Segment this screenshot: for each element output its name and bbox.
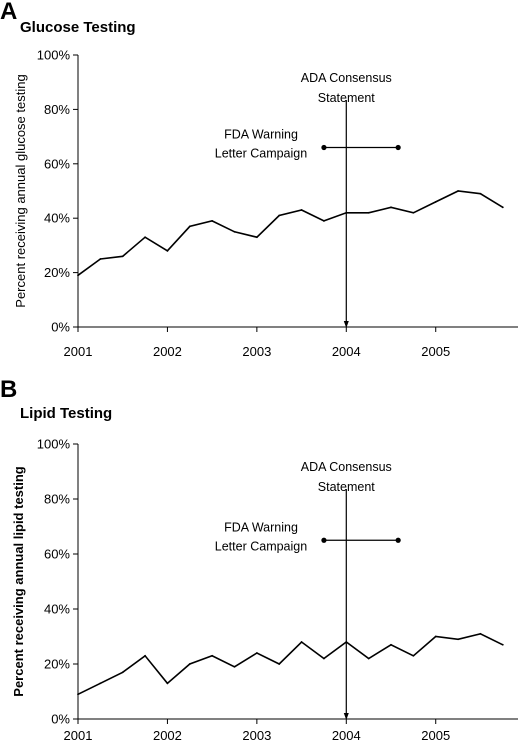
data-point (166, 682, 169, 685)
ada-arrow-head (343, 713, 349, 720)
data-point (144, 654, 146, 657)
x-tick-label: 2001 (64, 728, 93, 743)
data-point (300, 641, 303, 643)
data-point (457, 638, 459, 641)
x-tick-label: 2004 (332, 728, 361, 743)
data-point (300, 209, 303, 211)
data-point (390, 643, 392, 646)
fda-label-line: FDA Warning (224, 127, 298, 141)
data-point (255, 236, 258, 239)
ada-arrow-head (343, 321, 349, 328)
x-tick-label: 2002 (153, 728, 182, 743)
data-point (412, 211, 415, 214)
panel-title: Lipid Testing (20, 405, 113, 422)
glucose-chart: 0% 20% 40% 60% 80% 100% 2001 2002 2003 2004 2005 Pe… (13, 48, 518, 359)
data-point (211, 654, 214, 657)
data-point (188, 663, 191, 665)
data-point (188, 225, 191, 228)
y-axis-label: Percent receiving annual lipid testing (11, 466, 26, 697)
ada-label-line: ADA Consensus (301, 460, 392, 474)
x-tick-label: 2005 (421, 728, 450, 743)
data-point (99, 682, 102, 685)
data-point (233, 665, 236, 668)
data-point (233, 230, 236, 233)
fda-label-line: Letter Campaign (215, 146, 307, 160)
y-tick-label: 60% (44, 547, 70, 562)
data-point (99, 258, 102, 260)
x-tick-label: 2003 (242, 728, 271, 743)
x-tick-label: 2001 (64, 344, 93, 359)
fda-span-start (321, 537, 327, 543)
data-point (278, 663, 281, 665)
y-tick-label: 80% (44, 492, 70, 507)
fda-span-start (321, 144, 327, 151)
data-point (278, 214, 281, 217)
ada-label-line: Statement (318, 91, 376, 105)
y-tick-label: 60% (44, 156, 70, 171)
fda-span-end (395, 144, 401, 151)
data-point (323, 657, 325, 660)
y-tick-label: 40% (44, 602, 70, 617)
y-axis-label: Percent receiving annual glucose testing (13, 74, 28, 307)
data-point (390, 206, 392, 209)
series-line (77, 632, 504, 696)
x-tick-label: 2004 (332, 344, 361, 359)
panel-letter: B (0, 376, 18, 403)
data-point (501, 206, 504, 209)
data-point (121, 255, 124, 258)
x-tick-label: 2003 (242, 344, 271, 359)
data-point (77, 693, 79, 696)
data-point (434, 200, 437, 203)
lipid-chart: 0% 20% 40% 60% 80% 100% 2001 2002 2003 2004 2005 Pe… (11, 437, 518, 743)
y-tick-label: 100% (37, 48, 71, 63)
data-point (367, 657, 370, 660)
data-point (211, 220, 214, 222)
y-tick-label: 20% (44, 265, 70, 280)
data-point (144, 236, 146, 239)
series-line (77, 190, 504, 276)
data-point (501, 643, 504, 646)
y-tick-label: 20% (44, 657, 70, 672)
panel-title: Glucose Testing (20, 19, 136, 36)
data-point (412, 654, 415, 657)
ada-label-line: ADA Consensus (301, 71, 392, 85)
ada-label-line: Statement (318, 480, 376, 494)
panel-glucose: A Glucose Testing 0% 20% 40% 60% 80% 100% 2001… (0, 0, 518, 359)
x-tick-label: 2005 (421, 344, 450, 359)
y-tick-label: 100% (37, 437, 71, 452)
fda-span-end (395, 537, 401, 543)
data-point (121, 671, 124, 674)
data-point (434, 635, 437, 638)
y-tick-label: 40% (44, 211, 70, 226)
x-tick-label: 2002 (153, 344, 182, 359)
panel-letter: A (0, 0, 18, 25)
data-point (457, 190, 459, 192)
fda-label-line: Letter Campaign (215, 539, 307, 553)
y-tick-label: 0% (51, 712, 70, 727)
data-point (77, 274, 79, 277)
data-point (479, 192, 482, 195)
data-point (323, 220, 325, 222)
fda-label-line: FDA Warning (224, 520, 298, 534)
data-point (166, 249, 169, 252)
data-point (479, 632, 482, 635)
y-tick-label: 0% (51, 320, 70, 335)
y-tick-label: 80% (44, 102, 70, 117)
data-point (367, 211, 370, 214)
data-point (255, 652, 258, 654)
panel-lipid: B Lipid Testing 0% 20% 40% 60% 80% 100% 2001 20… (0, 374, 520, 748)
